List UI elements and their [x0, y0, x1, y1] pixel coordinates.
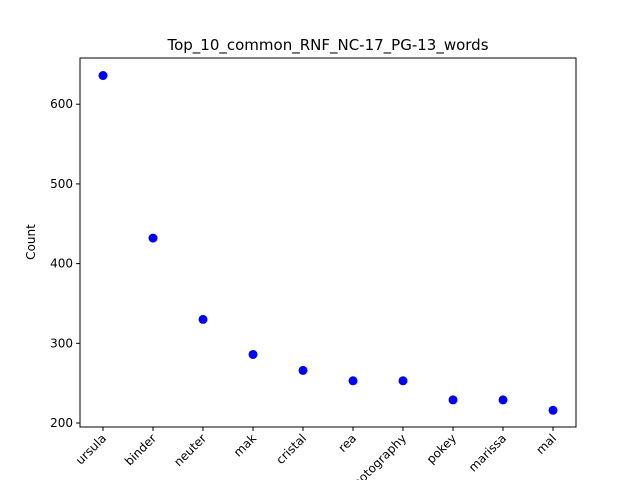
y-tick-label: 200 — [50, 416, 73, 430]
y-tick-label: 500 — [50, 177, 73, 191]
data-point — [98, 71, 108, 81]
plot-frame — [79, 57, 577, 428]
y-tick-label: 600 — [50, 97, 73, 111]
x-tick-label: mal — [533, 431, 559, 457]
data-point — [498, 395, 508, 405]
data-point — [248, 349, 258, 359]
x-tick-label: binder — [122, 431, 159, 468]
data-point — [298, 365, 308, 375]
x-tick-labels: ursula binder neuter mak cristal reaphotograp… — [73, 431, 559, 480]
x-tick-label: neuter — [171, 431, 209, 469]
x-tick-label: ursula — [73, 431, 109, 467]
y-axis-label: Count — [24, 224, 38, 260]
x-tick-label: mak — [231, 431, 259, 459]
y-tick-label: 300 — [50, 336, 73, 350]
x-tick-label: marissa — [466, 431, 509, 474]
data-point — [448, 395, 458, 405]
chart-title: Top_10_common_RNF_NC-17_PG-13_words — [166, 36, 488, 55]
data-point — [348, 376, 358, 386]
data-point — [548, 405, 558, 415]
data-point — [398, 376, 408, 386]
data-point — [198, 314, 208, 324]
y-tick-label: 400 — [50, 257, 73, 271]
x-tick-label: pokey — [424, 431, 459, 466]
x-tick-label: cristal — [273, 431, 309, 467]
data-point — [148, 233, 158, 243]
x-tick-label: rea — [335, 431, 359, 455]
plot-area: 200 300 400 500 600 ursula binder neuter mak cris… — [50, 57, 577, 480]
